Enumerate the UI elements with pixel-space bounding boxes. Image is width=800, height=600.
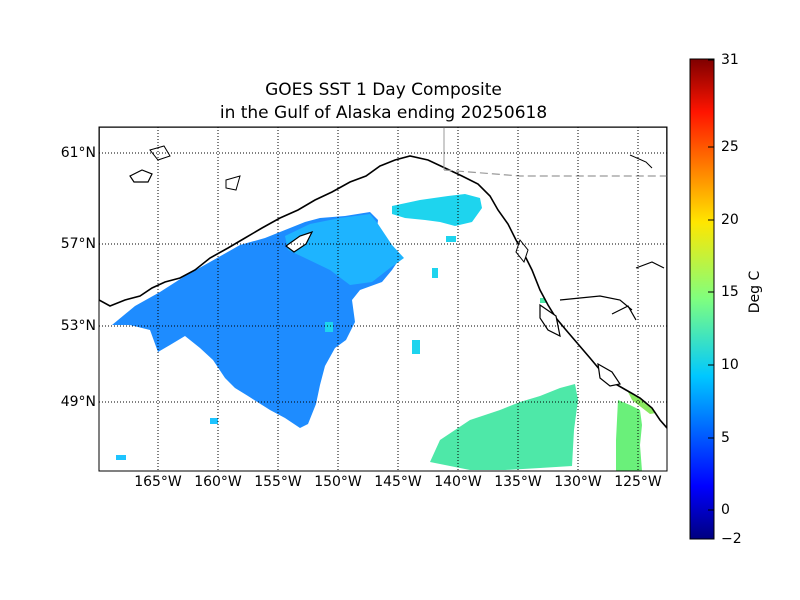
colorbar-tick-neg2: −2 [721, 531, 742, 547]
lon-label-155: 155°W [254, 474, 302, 490]
lon-label-150: 150°W [314, 474, 362, 490]
lon-label-125: 125°W [614, 474, 662, 490]
colorbar-tick-20: 20 [721, 212, 739, 228]
sst-north-band [285, 214, 404, 285]
map-title-line-1: GOES SST 1 Day Composite [265, 80, 502, 100]
colorbar-tick-5: 5 [721, 430, 730, 446]
sst-coastal-bc [616, 400, 642, 471]
colorbar-label: Deg C [747, 270, 763, 314]
sst-northern-gulf [392, 194, 482, 226]
colorbar-tick-0: 0 [721, 502, 730, 518]
lon-label-135: 135°W [494, 474, 542, 490]
map-title-line-2: in the Gulf of Alaska ending 20250618 [219, 103, 548, 123]
colorbar-tick-10: 10 [721, 357, 739, 373]
colorbar-tick-15: 15 [721, 284, 739, 300]
lon-label-140: 140°W [434, 474, 482, 490]
lat-label-49: 49°N [60, 394, 96, 410]
lon-label-165: 165°W [134, 474, 182, 490]
lon-label-130: 130°W [554, 474, 602, 490]
colorbar-tick-25: 25 [721, 139, 739, 155]
lat-label-61: 61°N [60, 145, 96, 161]
colorbar-tick-31: 31 [721, 52, 739, 68]
colorbar [689, 58, 715, 540]
sst-southeast-offshore [430, 384, 578, 470]
lat-label-57: 57°N [60, 236, 96, 252]
lon-label-145: 145°W [374, 474, 422, 490]
lon-label-160: 160°W [194, 474, 242, 490]
lat-label-53: 53°N [60, 318, 96, 334]
map-gridlines [99, 127, 667, 471]
map-border [98, 126, 668, 472]
